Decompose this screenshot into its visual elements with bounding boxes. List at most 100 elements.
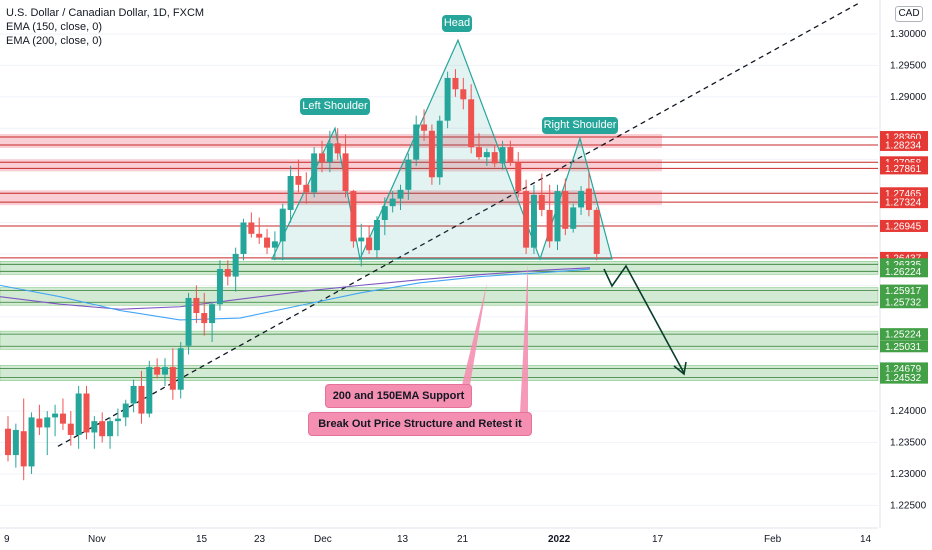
ema-callout-pointer — [462, 283, 487, 385]
candle-up — [397, 189, 404, 199]
candle-up — [232, 253, 239, 277]
candle-up — [389, 198, 396, 207]
candle-up — [122, 403, 129, 418]
candle-up — [381, 206, 388, 220]
price-badge-label: 1.27861 — [885, 164, 922, 175]
candle-down — [421, 124, 428, 131]
price-badge — [880, 138, 928, 151]
candle-up — [499, 147, 506, 164]
candlestick-series — [5, 69, 600, 481]
candle-up — [413, 124, 420, 160]
candle-up — [130, 385, 137, 404]
price-badge-label: 1.26945 — [885, 221, 922, 232]
symbol-title: U.S. Dollar / Canadian Dollar, 1D, FXCM — [6, 7, 205, 19]
breakout-callout-pointer — [520, 262, 528, 413]
candle-up — [75, 393, 82, 435]
candle-up — [436, 120, 443, 178]
candle-down — [507, 147, 514, 163]
price-badge-label: 1.25917 — [885, 286, 922, 297]
candle-up — [444, 77, 451, 121]
time-axis-tick: Feb — [764, 534, 782, 545]
candle-down — [460, 89, 467, 100]
price-badge — [880, 362, 928, 375]
time-axis-tick: 17 — [652, 534, 664, 545]
candle-down — [193, 297, 200, 314]
price-axis-tick: 1.29000 — [890, 92, 927, 103]
candle-down — [350, 191, 357, 242]
price-axis-tick: 1.23500 — [890, 438, 927, 449]
candle-up — [146, 367, 153, 414]
callout-pointers — [462, 262, 528, 413]
price-axis: 1.30000 1.29500 1.29000 1.24000 1.23500 1.230… — [879, 0, 928, 528]
candle-down — [546, 209, 553, 242]
currency-badge[interactable]: CAD — [895, 6, 923, 22]
price-badge-label: 1.25732 — [885, 298, 922, 309]
candle-down — [515, 162, 522, 192]
time-axis-tick: 14 — [860, 534, 872, 545]
candle-up — [311, 153, 318, 193]
price-badge-label: 1.27324 — [885, 198, 922, 209]
candle-down — [295, 176, 302, 185]
right-shoulder-label: Right Shoulder — [542, 117, 618, 134]
price-badge — [880, 340, 928, 353]
chart-legend: U.S. Dollar / Canadian Dollar, 1D, FXCM … — [6, 6, 204, 48]
price-axis-tick: 1.30000 — [890, 29, 927, 40]
candle-up — [326, 143, 333, 163]
candle-down — [59, 413, 66, 424]
candle-down — [366, 237, 373, 251]
time-axis: 9 Nov 15 23 Dec 13 21 2022 17 Feb 14 — [0, 527, 878, 545]
candle-down — [224, 269, 231, 277]
price-badge-label: 1.24532 — [885, 373, 922, 384]
candle-down — [491, 152, 498, 164]
price-badge-label: 1.27465 — [885, 189, 922, 200]
ema200-legend: EMA (200, close, 0) — [6, 35, 102, 47]
candle-up — [483, 152, 490, 158]
candle-up — [287, 176, 294, 210]
candle-up — [216, 269, 223, 305]
candle-up — [12, 429, 19, 456]
price-axis-tick: 1.22500 — [890, 500, 927, 511]
projection-arrowhead — [673, 361, 687, 376]
candle-up — [52, 413, 59, 418]
head-label: Head — [442, 15, 472, 32]
price-badge-label: 1.25031 — [885, 342, 922, 353]
candle-down — [523, 191, 530, 248]
candle-down — [248, 222, 255, 234]
time-axis-tick: 2022 — [548, 534, 571, 545]
price-badge — [880, 265, 928, 278]
price-badge-label: 1.26224 — [885, 267, 922, 278]
candle-down — [585, 188, 592, 210]
support-zone — [0, 261, 879, 275]
candle-up — [91, 421, 98, 433]
price-badge — [880, 219, 928, 232]
candle-up — [185, 297, 192, 346]
candle-up — [240, 222, 247, 254]
candle-up — [373, 220, 380, 251]
candle-down — [67, 423, 74, 435]
time-axis-tick: 9 — [4, 534, 10, 545]
resistance-zone — [0, 190, 662, 206]
candle-down — [5, 428, 11, 456]
candle-up — [358, 237, 365, 242]
price-badge — [880, 162, 928, 175]
time-axis-tick: 21 — [457, 534, 469, 545]
candle-down — [452, 77, 459, 90]
candle-down — [201, 313, 208, 324]
ema-lines — [0, 267, 591, 321]
candle-up — [578, 191, 585, 208]
candle-down — [154, 367, 161, 375]
candle-down — [83, 393, 90, 433]
time-axis-tick: 15 — [196, 534, 208, 545]
candle-down — [593, 209, 600, 254]
time-axis-tick: 23 — [254, 534, 266, 545]
candle-down — [562, 191, 569, 229]
candle-down — [303, 184, 310, 193]
candle-up — [107, 421, 114, 437]
price-axis-tick: 1.23000 — [890, 469, 927, 480]
ema150-legend: EMA (150, close, 0) — [6, 21, 102, 33]
candle-up — [209, 304, 216, 324]
projection-path — [603, 264, 685, 374]
price-badge — [880, 296, 928, 309]
